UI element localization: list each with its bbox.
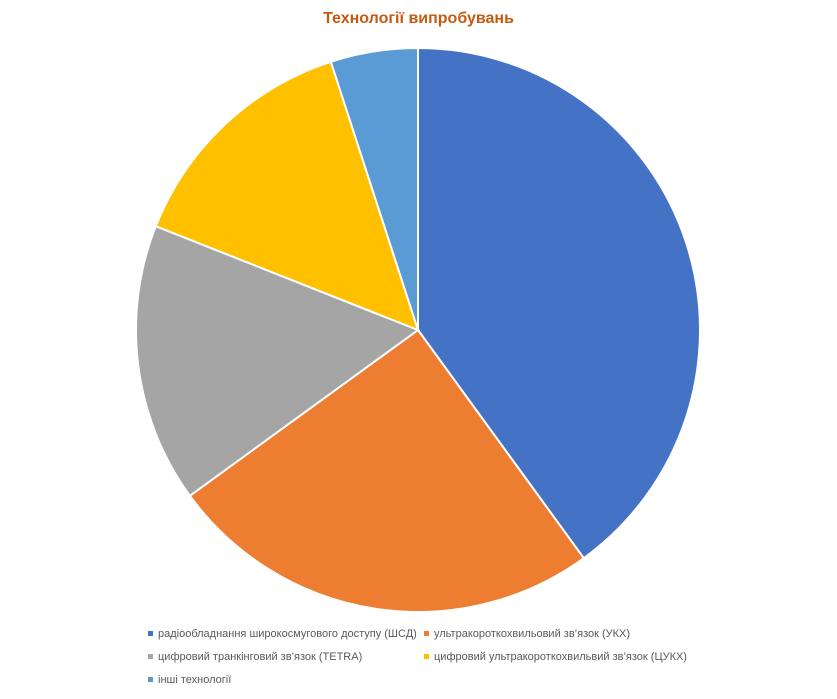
chart-title: Технології випробувань [323,10,514,27]
legend-swatch [148,630,153,636]
pie-slice-2 [188,328,586,613]
legend-label: цифровий ультракороткохвильвий зв’язок (… [434,651,687,663]
pie-slice-5 [329,46,419,331]
legend-label: інші технології [158,674,232,686]
pie-slice-1 [417,46,701,560]
legend-label: цифровий транкінговий зв’язок (TETRA) [158,651,363,663]
legend-swatch [148,676,153,682]
pie-chart [135,46,701,613]
legend-item-2: ультракороткохвильовий зв’язок (УКХ) [424,627,630,641]
pie-slice-3 [135,224,421,498]
legend-swatch [424,653,429,659]
legend-swatch [148,653,153,659]
legend-item-4: цифровий ультракороткохвильвий зв’язок (… [424,650,687,664]
legend-item-5: інші технології [148,673,231,687]
legend-label: радіообладнання широкосмугового доступу … [158,628,417,640]
legend-item-1: радіообладнання широкосмугового доступу … [148,627,417,641]
legend-swatch [424,630,429,636]
legend-item-3: цифровий транкінговий зв’язок (TETRA) [148,650,362,664]
legend-label: ультракороткохвильовий зв’язок (УКХ) [434,628,631,640]
